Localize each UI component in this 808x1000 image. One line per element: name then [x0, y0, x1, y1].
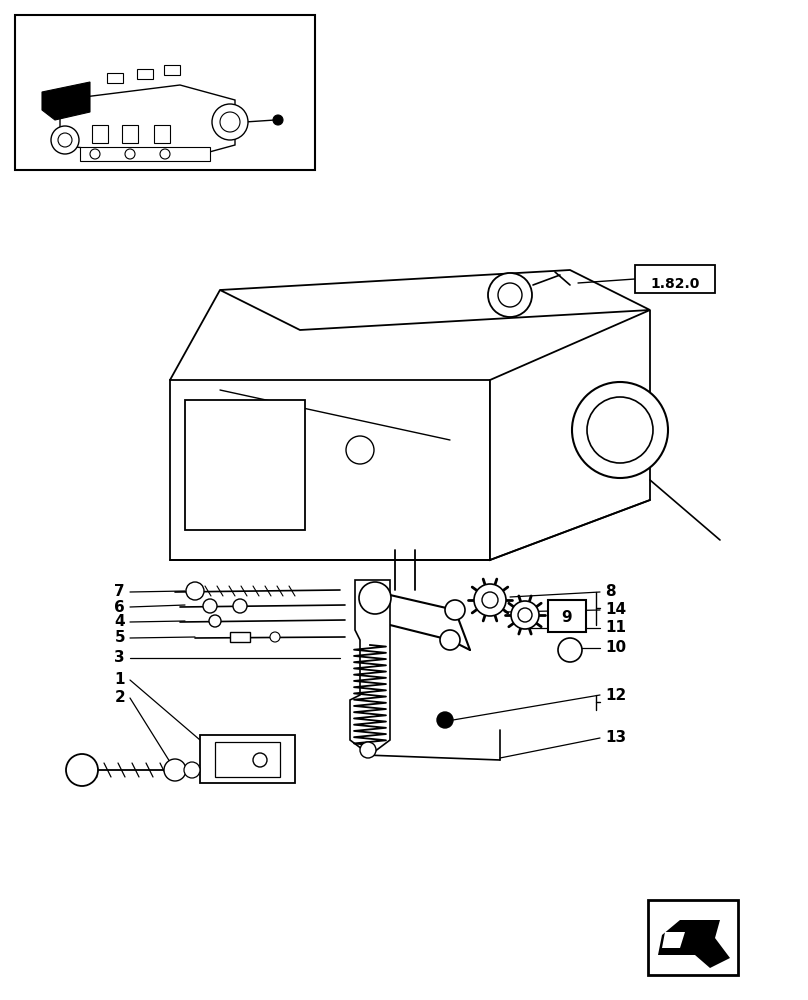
Text: 3: 3	[115, 650, 125, 666]
Bar	[230, 632, 250, 642]
Bar	[15, 15, 315, 170]
Circle shape	[511, 601, 539, 629]
Bar	[185, 400, 305, 530]
Bar	[122, 125, 138, 143]
Circle shape	[233, 599, 247, 613]
Circle shape	[346, 436, 374, 464]
Bar	[215, 742, 280, 777]
Text: 11: 11	[605, 620, 626, 636]
Circle shape	[184, 762, 200, 778]
Circle shape	[270, 632, 280, 642]
Polygon shape	[658, 920, 730, 968]
Text: 6: 6	[114, 599, 125, 614]
Bar	[107, 73, 123, 83]
Text: 9: 9	[562, 609, 572, 624]
Circle shape	[518, 608, 532, 622]
Circle shape	[160, 149, 170, 159]
Text: 12: 12	[605, 688, 626, 702]
Circle shape	[445, 600, 465, 620]
Circle shape	[587, 397, 653, 463]
Circle shape	[359, 582, 391, 614]
Circle shape	[164, 759, 186, 781]
Bar	[200, 735, 295, 783]
Polygon shape	[350, 580, 390, 755]
Polygon shape	[490, 310, 650, 560]
Polygon shape	[60, 85, 235, 160]
Circle shape	[125, 149, 135, 159]
Text: 14: 14	[605, 602, 626, 617]
Circle shape	[488, 273, 532, 317]
Bar	[154, 125, 170, 143]
Text: 4: 4	[115, 614, 125, 630]
Text: 7: 7	[115, 584, 125, 599]
Circle shape	[253, 753, 267, 767]
Text: 1: 1	[115, 672, 125, 688]
Circle shape	[66, 754, 98, 786]
Bar	[137, 69, 153, 79]
Text: 13: 13	[605, 730, 626, 746]
Circle shape	[498, 283, 522, 307]
Circle shape	[440, 630, 460, 650]
Circle shape	[186, 582, 204, 600]
Circle shape	[90, 149, 100, 159]
Circle shape	[572, 382, 668, 478]
Polygon shape	[220, 270, 650, 330]
Text: 10: 10	[605, 641, 626, 656]
Bar	[164, 65, 180, 75]
Text: 2: 2	[114, 690, 125, 706]
Circle shape	[203, 599, 217, 613]
Text: 8: 8	[605, 584, 616, 599]
Circle shape	[360, 742, 376, 758]
Bar	[548, 600, 586, 632]
Circle shape	[58, 133, 72, 147]
Circle shape	[482, 592, 498, 608]
Circle shape	[212, 104, 248, 140]
Circle shape	[273, 115, 283, 125]
Polygon shape	[662, 932, 685, 948]
Circle shape	[474, 584, 506, 616]
Text: 5: 5	[115, 631, 125, 646]
Bar	[648, 900, 738, 975]
Circle shape	[209, 615, 221, 627]
Circle shape	[437, 712, 453, 728]
Polygon shape	[42, 82, 90, 120]
Circle shape	[51, 126, 79, 154]
Bar	[80, 147, 210, 161]
Circle shape	[220, 112, 240, 132]
Circle shape	[558, 638, 582, 662]
Polygon shape	[170, 380, 490, 560]
Bar	[92, 125, 108, 143]
Bar	[635, 265, 715, 293]
Text: 1.82.0: 1.82.0	[650, 277, 700, 291]
